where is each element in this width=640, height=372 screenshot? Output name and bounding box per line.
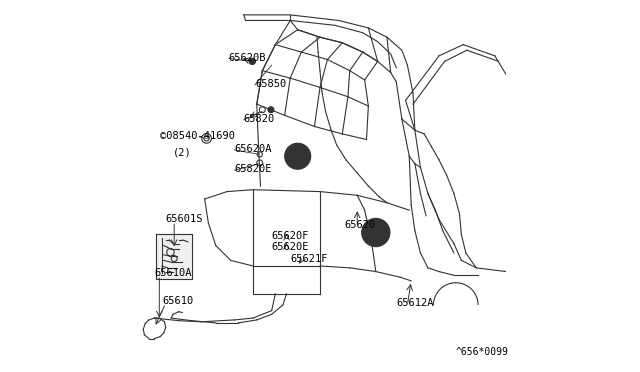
- Text: 65620B: 65620B: [229, 53, 266, 62]
- Text: 65621F: 65621F: [291, 254, 328, 263]
- Text: 65620: 65620: [344, 220, 376, 230]
- Text: 65620A: 65620A: [234, 144, 272, 154]
- Polygon shape: [156, 234, 191, 279]
- Text: 65620F: 65620F: [271, 231, 309, 241]
- Text: ©08540-41690: ©08540-41690: [160, 131, 235, 141]
- Text: 65820E: 65820E: [234, 164, 272, 174]
- Circle shape: [268, 107, 274, 113]
- Text: 65820: 65820: [244, 114, 275, 124]
- Text: 65601S: 65601S: [166, 215, 203, 224]
- Circle shape: [285, 143, 310, 169]
- Text: (2): (2): [173, 148, 192, 157]
- Text: 65620E: 65620E: [271, 243, 309, 252]
- Circle shape: [250, 58, 255, 64]
- Circle shape: [362, 218, 390, 247]
- Text: 65612A: 65612A: [396, 298, 434, 308]
- Text: 65850: 65850: [255, 79, 286, 89]
- Text: 65610: 65610: [162, 296, 193, 306]
- Text: 65610A: 65610A: [154, 269, 192, 278]
- Text: ^656*0099: ^656*0099: [456, 347, 509, 356]
